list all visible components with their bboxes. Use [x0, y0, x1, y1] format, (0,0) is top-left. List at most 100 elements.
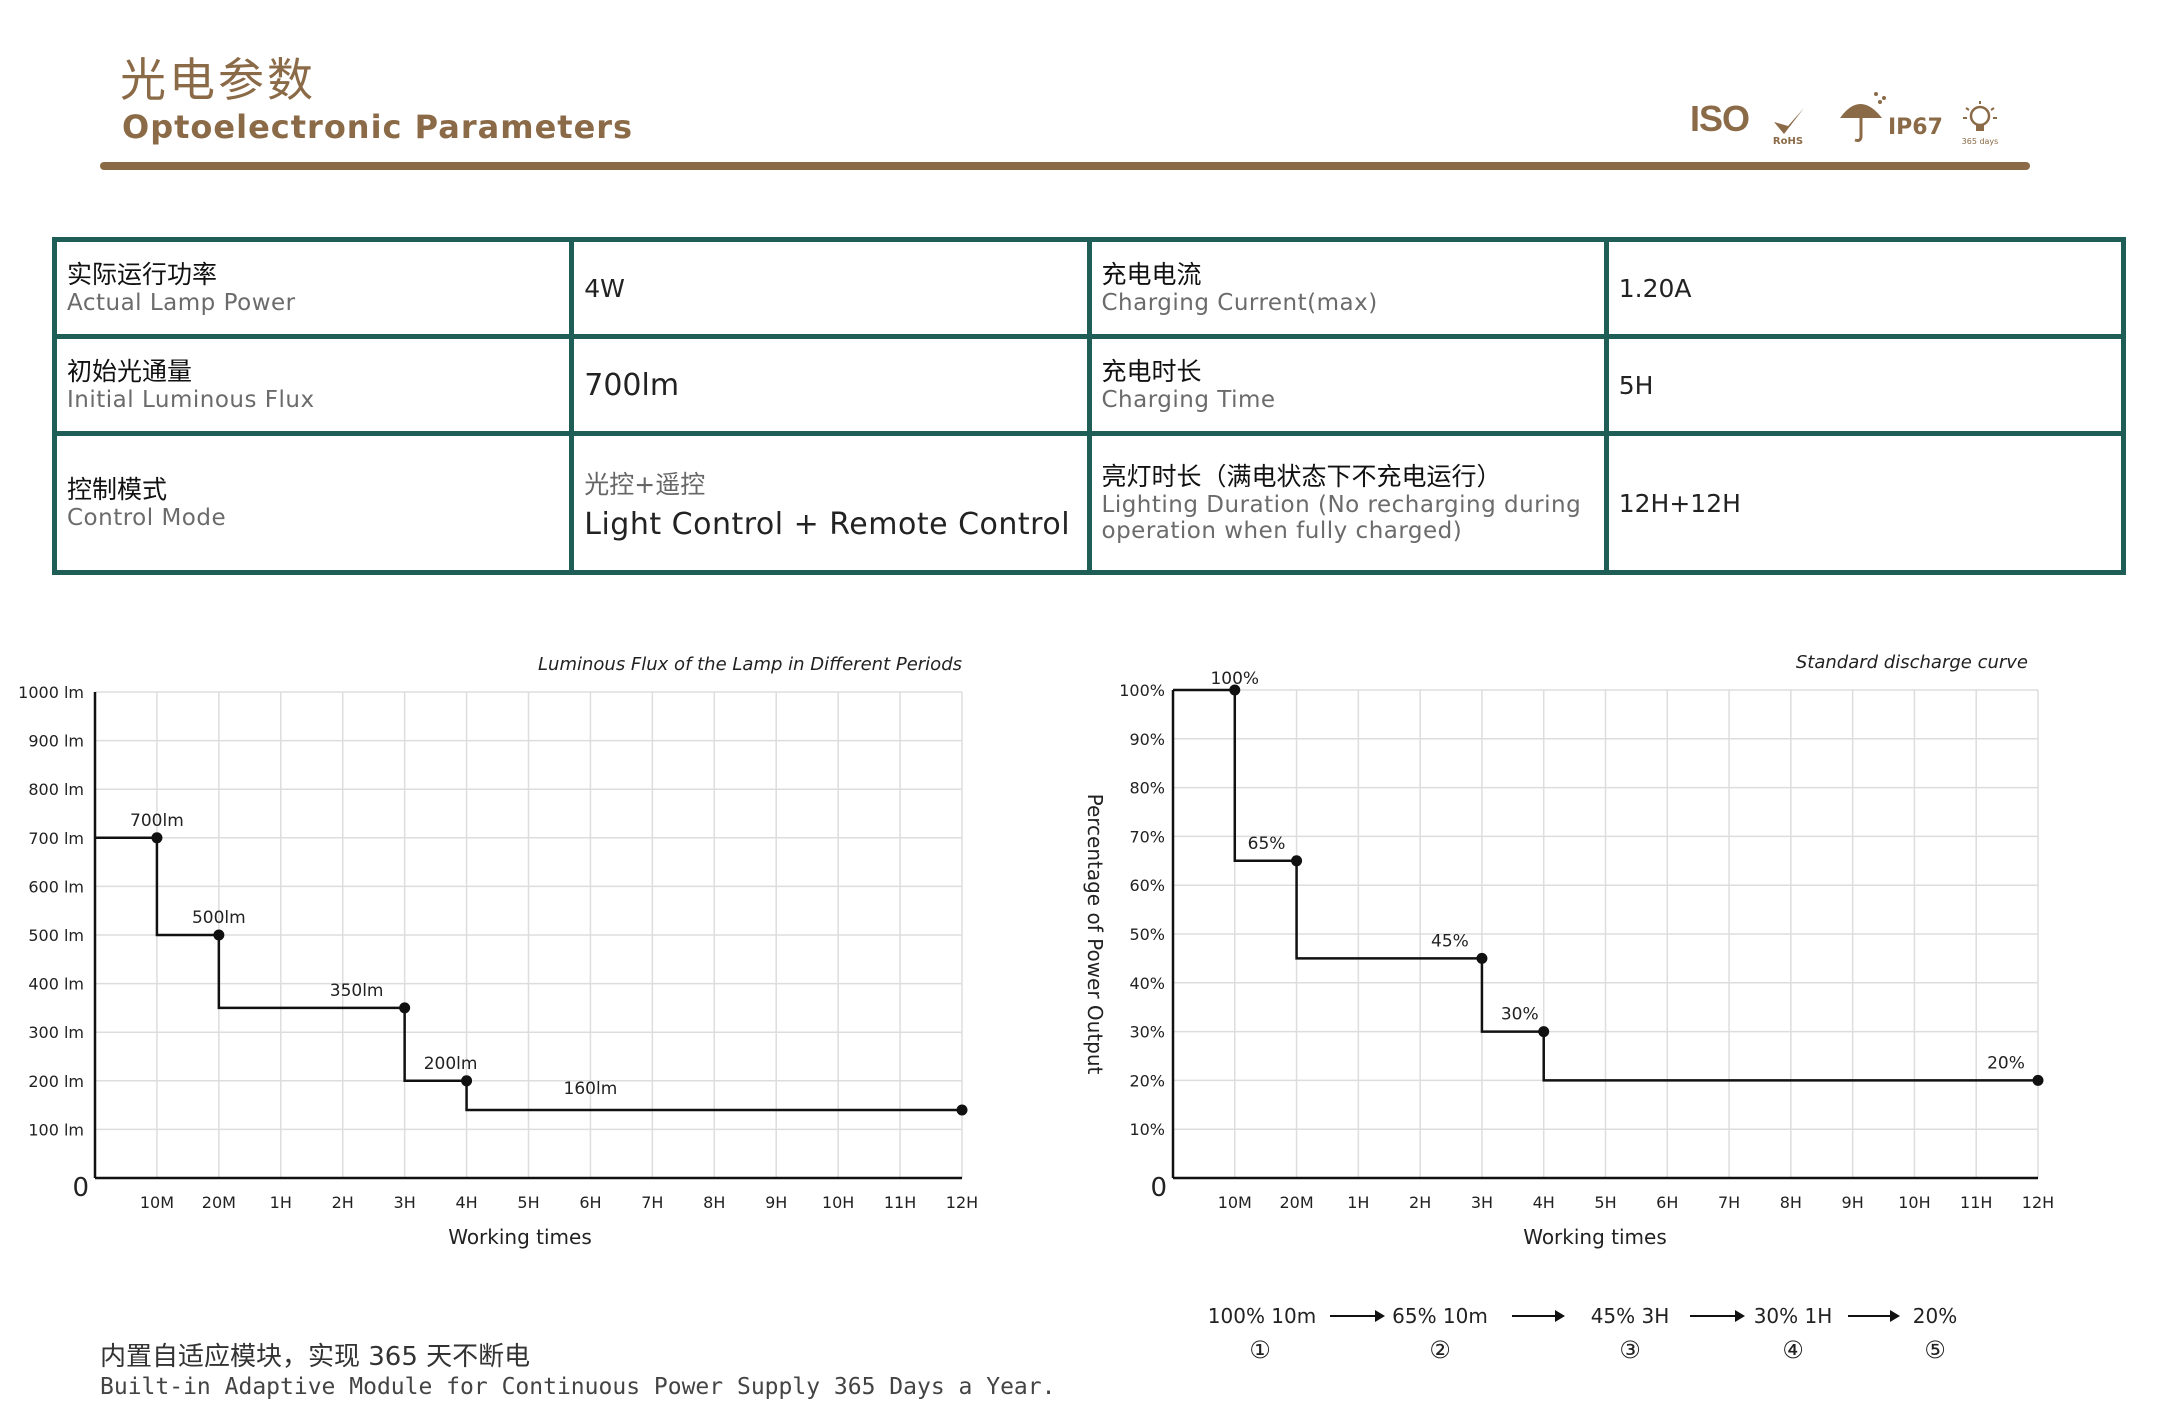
data-point — [1229, 684, 1241, 696]
data-point — [1476, 952, 1488, 964]
chart-title: Standard discharge curve — [1796, 652, 2028, 673]
param-value-text: Light Control + Remote Control — [584, 506, 1071, 542]
sequence-number: ② — [1429, 1336, 1451, 1364]
sequence-step: 65% 10m — [1392, 1304, 1488, 1328]
param-value: 700lm — [569, 334, 1092, 437]
data-label: 200lm — [424, 1054, 478, 1074]
y-tick-label: 90% — [1129, 730, 1165, 749]
x-tick-label: 2H — [1409, 1193, 1431, 1212]
y-tick-label: 200 lm — [28, 1072, 84, 1091]
x-tick-label: 8H — [703, 1193, 725, 1212]
param-name-en: Charging Current(max) — [1101, 290, 1378, 317]
arrow-icon — [1890, 1310, 1900, 1322]
data-label: 20% — [1987, 1053, 2025, 1073]
param-label: 充电电流 Charging Current(max) — [1086, 236, 1609, 340]
param-value-cn: 光控+遥控 — [584, 469, 706, 499]
sequence-number: ① — [1249, 1336, 1271, 1364]
param-name-cn: 实际运行功率 — [67, 260, 218, 290]
param-label: 控制模式 Control Mode — [51, 431, 575, 575]
x-tick-label: 9H — [1842, 1193, 1864, 1212]
data-point — [461, 1075, 473, 1087]
discharge-sequence: 100% 10m ① 65% 10m ② 45% 3H ③ 30% 1H ④ 20% ⑤ — [1208, 1304, 1957, 1364]
data-point — [399, 1002, 411, 1014]
y-tick-label: 30% — [1129, 1023, 1165, 1042]
param-label: 充电时长 Charging Time — [1086, 334, 1609, 437]
series-line — [1173, 688, 2038, 1082]
rohs-label: RoHS — [1773, 136, 1803, 147]
y-tick-label: 1000 lm — [18, 683, 84, 702]
x-tick-label: 12H — [2022, 1193, 2054, 1212]
y-axis-label: Percentage of Power Output — [1083, 794, 1107, 1075]
param-name-en: Control Mode — [67, 505, 227, 532]
y-tick-label: 70% — [1129, 827, 1165, 846]
param-name-cn: 充电时长 — [1101, 357, 1202, 387]
chart-title: Luminous Flux of the Lamp in Different P… — [538, 654, 962, 675]
param-name-cn: 充电电流 — [1101, 260, 1202, 290]
data-label: 45% — [1431, 931, 1469, 951]
param-name-cn: 初始光通量 — [67, 357, 193, 387]
x-axis-label: Working times — [1523, 1225, 1667, 1249]
iso-badge: ISO — [1690, 98, 1750, 139]
y-tick-label: 600 lm — [28, 877, 84, 896]
data-label: 700lm — [130, 811, 184, 831]
arrow-icon — [1735, 1310, 1745, 1322]
param-value: 12H+12H — [1603, 431, 2127, 575]
sequence-step: 30% 1H — [1754, 1304, 1833, 1328]
x-tick-label: 20M — [1279, 1193, 1313, 1212]
param-label: 亮灯时长（满电状态下不充电运行） Lighting Duration (No r… — [1086, 431, 1609, 575]
sequence-number: ⑤ — [1924, 1336, 1946, 1364]
y-tick-label: 400 lm — [28, 975, 84, 994]
rohs-icon: RoHS — [1768, 104, 1808, 152]
x-tick-label: 3H — [394, 1193, 416, 1212]
x-tick-label: 6H — [1656, 1193, 1678, 1212]
x-tick-label: 20M — [202, 1193, 236, 1212]
data-point — [956, 1104, 968, 1116]
365-days-label: 365 days — [1962, 137, 1999, 146]
param-name-cn: 亮灯时长（满电状态下不充电运行） — [1101, 462, 1502, 492]
y-tick-label: 50% — [1129, 925, 1165, 944]
x-tick-label: 4H — [455, 1193, 477, 1212]
x-tick-label: 5H — [1594, 1193, 1616, 1212]
x-tick-label: 11H — [884, 1193, 916, 1212]
x-tick-label: 5H — [517, 1193, 539, 1212]
data-label: 100% — [1210, 669, 1259, 689]
param-label: 初始光通量 Initial Luminous Flux — [51, 334, 575, 437]
param-name-en-2: operation when fully charged) — [1101, 518, 1463, 545]
x-tick-label: 3H — [1471, 1193, 1493, 1212]
arrow-icon — [1555, 1310, 1565, 1322]
origin-label: 0 — [1150, 1173, 1167, 1203]
data-label: 30% — [1501, 1005, 1539, 1025]
param-name-en: Initial Luminous Flux — [67, 387, 315, 414]
data-label: 160lm — [564, 1079, 618, 1099]
arrow-icon — [1375, 1310, 1385, 1322]
param-value-text: 4W — [584, 273, 625, 303]
data-point — [151, 832, 163, 844]
param-value: 5H — [1603, 334, 2127, 437]
param-label: 实际运行功率 Actual Lamp Power — [51, 236, 575, 340]
y-tick-label: 800 lm — [28, 780, 84, 799]
param-value: 4W — [569, 236, 1092, 340]
x-tick-label: 12H — [946, 1193, 978, 1212]
footer-note-cn: 内置自适应模块，实现 365 天不断电 — [100, 1342, 531, 1372]
y-tick-label: 700 lm — [28, 829, 84, 848]
param-value-text: 5H — [1618, 370, 1654, 400]
x-tick-label: 1H — [270, 1193, 292, 1212]
footer-note-en: Built-in Adaptive Module for Continuous … — [100, 1374, 1056, 1400]
data-label: 350lm — [330, 981, 384, 1001]
sequence-step: 45% 3H — [1591, 1304, 1670, 1328]
x-tick-label: 4H — [1533, 1193, 1555, 1212]
bulb-365-icon: 365 days — [1960, 100, 2000, 156]
table-row: 实际运行功率 Actual Lamp Power 4W 充电电流 Chargin… — [51, 236, 2127, 340]
param-value: 光控+遥控 Light Control + Remote Control — [569, 431, 1092, 575]
sequence-step: 100% 10m — [1208, 1304, 1316, 1328]
y-tick-label: 300 lm — [28, 1023, 84, 1042]
data-point — [2032, 1074, 2044, 1086]
x-tick-label: 6H — [579, 1193, 601, 1212]
y-tick-label: 80% — [1129, 779, 1165, 798]
y-tick-label: 10% — [1129, 1120, 1165, 1139]
x-tick-label: 10M — [1218, 1193, 1252, 1212]
data-point — [213, 929, 225, 941]
x-tick-label: 1H — [1347, 1193, 1369, 1212]
data-point — [1538, 1026, 1550, 1038]
